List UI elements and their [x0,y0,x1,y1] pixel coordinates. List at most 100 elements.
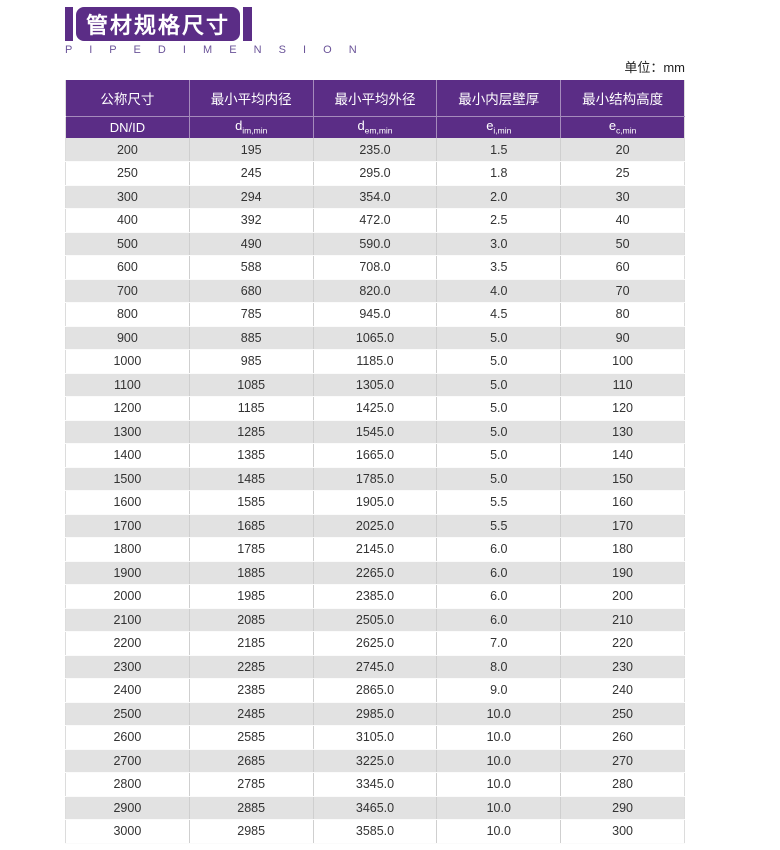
table-cell: 170 [560,514,685,538]
table-cell: 2285 [188,655,314,679]
table-cell: 6.0 [436,584,561,609]
table-cell: 1585 [188,490,314,515]
table-cell: 195 [188,138,314,162]
table-cell: 150 [560,467,685,491]
table-cell: 2185 [188,631,314,656]
table-cell: 10.0 [436,796,561,820]
table-cell: 2785 [188,772,314,797]
title-accent-bar-right [243,7,253,41]
table-body: 200 195 235.0 1.5 20 250 245 295.0 1.8 25 300 294 35… [65,138,685,844]
table-cell: 2385.0 [312,584,437,609]
table-cell: 400 [65,208,190,233]
table-cell: 100 [560,349,685,374]
table-cell: 9.0 [436,678,561,703]
table-cell: 80 [560,302,685,327]
table-row: 1000 985 1185.0 5.0 100 [65,349,685,374]
table-cell: 6.0 [436,608,561,632]
table-cell: 2.0 [436,185,561,209]
table-cell: 800 [65,302,190,327]
column-header-min-structure-height: 最小结构高度 [560,80,685,117]
table-cell: 250 [65,161,190,186]
pipe-dimension-table: 公称尺寸 最小平均内径 最小平均外径 最小内层壁厚 最小结构高度 DN/ID di… [65,80,685,844]
table-row: 2300 2285 2745.0 8.0 230 [65,655,685,679]
table-cell: 785 [188,302,314,327]
table-cell: 230 [560,655,685,679]
symbol-header-cell: ec,min [560,116,685,138]
table-header: 公称尺寸 最小平均内径 最小平均外径 最小内层壁厚 最小结构高度 DN/ID di… [65,80,685,138]
table-cell: 1305.0 [312,373,437,397]
table-row: 500 490 590.0 3.0 50 [65,232,685,256]
table-cell: 2500 [65,702,190,726]
table-cell: 140 [560,443,685,468]
table-cell: 90 [560,326,685,350]
table-cell: 588 [188,255,314,280]
table-cell: 2600 [65,725,190,750]
table-cell: 1425.0 [312,396,437,421]
table-cell: 130 [560,420,685,444]
symbol-header-cell: ei,min [436,116,561,138]
page-container: 管材规格尺寸 P I P E D I M E N S I O N 单位：mm 公… [65,7,685,844]
table-cell: 4.0 [436,279,561,303]
table-row: 1500 1485 1785.0 5.0 150 [65,467,685,491]
table-cell: 180 [560,537,685,562]
table-cell: 2145.0 [312,537,437,562]
table-cell: 5.0 [436,420,561,444]
table-cell: 2100 [65,608,190,632]
table-cell: 590.0 [312,232,437,256]
table-cell: 3105.0 [312,725,437,750]
table-cell: 20 [560,138,685,162]
table-row: 2600 2585 3105.0 10.0 260 [65,725,685,750]
table-cell: 1200 [65,396,190,421]
table-cell: 40 [560,208,685,233]
table-cell: 1.8 [436,161,561,186]
table-cell: 2745.0 [312,655,437,679]
table-cell: 2585 [188,725,314,750]
table-row: 1400 1385 1665.0 5.0 140 [65,443,685,468]
table-cell: 10.0 [436,819,561,844]
table-cell: 250 [560,702,685,726]
table-cell: 1700 [65,514,190,538]
table-cell: 210 [560,608,685,632]
table-row: 2100 2085 2505.0 6.0 210 [65,608,685,632]
page-subtitle-en: P I P E D I M E N S I O N [65,44,364,56]
table-cell: 25 [560,161,685,186]
table-cell: 1665.0 [312,443,437,468]
table-cell: 2625.0 [312,631,437,656]
table-cell: 600 [65,255,190,280]
table-row: 2400 2385 2865.0 9.0 240 [65,678,685,703]
table-cell: 10.0 [436,749,561,773]
table-row: 1200 1185 1425.0 5.0 120 [65,396,685,421]
table-cell: 6.0 [436,561,561,585]
table-cell: 1800 [65,537,190,562]
table-row: 1600 1585 1905.0 5.5 160 [65,490,685,515]
table-cell: 700 [65,279,190,303]
table-cell: 60 [560,255,685,280]
table-cell: 1885 [188,561,314,585]
table-cell: 110 [560,373,685,397]
table-cell: 10.0 [436,725,561,750]
table-cell: 2000 [65,584,190,609]
table-cell: 300 [560,819,685,844]
table-cell: 2400 [65,678,190,703]
table-cell: 1.5 [436,138,561,162]
table-cell: 300 [65,185,190,209]
table-row: 2700 2685 3225.0 10.0 270 [65,749,685,773]
table-cell: 1785.0 [312,467,437,491]
table-cell: 490 [188,232,314,256]
table-cell: 220 [560,631,685,656]
table-cell: 1785 [188,537,314,562]
page-title-block: 管材规格尺寸 [65,7,685,41]
table-cell: 1485 [188,467,314,491]
column-header-min-avg-outer-dia: 最小平均外径 [312,80,437,117]
table-row: 2900 2885 3465.0 10.0 290 [65,796,685,820]
table-cell: 295.0 [312,161,437,186]
table-cell: 200 [65,138,190,162]
column-header-min-inner-wall: 最小内层壁厚 [436,80,561,117]
table-cell: 245 [188,161,314,186]
table-row: 1300 1285 1545.0 5.0 130 [65,420,685,444]
table-cell: 2800 [65,772,190,797]
table-cell: 240 [560,678,685,703]
table-row: 3000 2985 3585.0 10.0 300 [65,819,685,844]
table-cell: 10.0 [436,702,561,726]
table-cell: 1100 [65,373,190,397]
